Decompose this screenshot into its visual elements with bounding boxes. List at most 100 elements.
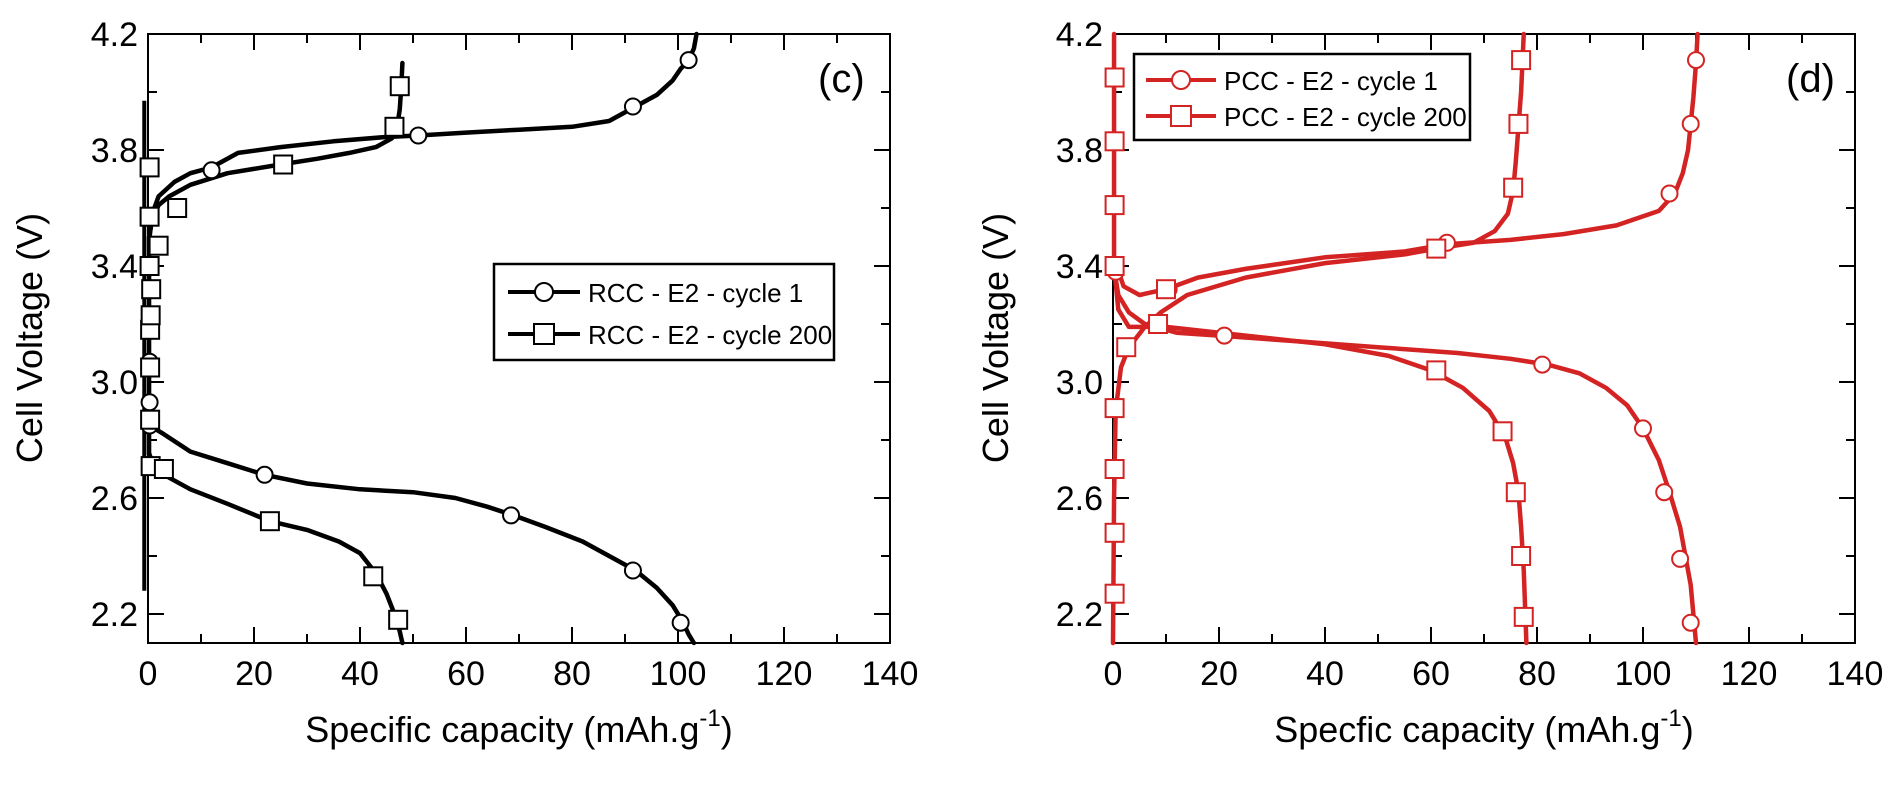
series-line-cycle1-d-0 (1112, 269, 1699, 646)
data-point-square-c (140, 409, 161, 430)
data-point-square-c (388, 609, 409, 630)
data-point-square-c (259, 511, 280, 532)
panel-label-d: (d) (1786, 57, 1835, 101)
x-axis-label-main-d: Specfic capacity (mAh.g (1274, 709, 1660, 750)
x-tick-label-c: 20 (235, 655, 273, 693)
data-point-circle-c (140, 393, 159, 412)
legend-marker-square-d (1170, 105, 1192, 127)
data-point-circle-c (623, 97, 642, 116)
data-point-square-c (140, 305, 161, 326)
x-tick-label-c: 140 (862, 655, 919, 693)
data-point-circle-d (1634, 419, 1652, 438)
data-point-square-d (1511, 50, 1532, 71)
x-tick-label-d: 100 (1615, 655, 1672, 693)
x-axis-label-end-c: ) (721, 709, 733, 750)
y-tick-label-c: 3.8 (91, 132, 138, 170)
x-tick-label-d: 20 (1200, 655, 1238, 693)
data-point-circle-c (671, 613, 690, 632)
x-axis-label-main-c: Specific capacity (mAh.g (305, 709, 699, 750)
x-tick-label-c: 100 (650, 655, 707, 693)
data-point-square-d (1508, 113, 1529, 134)
data-point-circle-d (1687, 51, 1705, 70)
x-tick-label-c: 120 (756, 655, 813, 693)
data-point-square-d (1104, 256, 1125, 276)
data-point-circle-c (679, 51, 698, 70)
data-point-square-d (1116, 337, 1137, 358)
legend-d: PCC - E2 - cycle 1 PCC - E2 - cycle 200 (1132, 52, 1472, 142)
y-tick-label-d: 2.6 (1056, 480, 1103, 518)
x-tick-label-c: 80 (553, 655, 591, 693)
data-point-square-c (148, 235, 169, 256)
data-point-circle-c (255, 465, 274, 484)
x-tick-label-c: 0 (139, 655, 158, 693)
data-point-square-d (1104, 131, 1125, 152)
y-tick-label-d: 2.2 (1056, 596, 1103, 634)
data-point-square-c (141, 279, 162, 300)
legend-c: RCC - E2 - cycle 1 RCC - E2 - cycle 200 (492, 262, 836, 362)
data-point-circle-c (502, 506, 521, 525)
data-point-circle-c (202, 161, 221, 180)
series-group-c (139, 31, 699, 646)
legend-label-cycle200-c: RCC - E2 - cycle 200 (588, 320, 832, 350)
tick-group-c: 0 20 40 60 80 100 120 140 2.2 2.6 3.0 3.4 3.8 4.2 (91, 16, 919, 693)
x-tick-label-d: 40 (1306, 655, 1344, 693)
x-tick-label-c: 60 (447, 655, 485, 693)
data-point-square-d (1426, 360, 1447, 381)
x-axis-label-sup-c: -1 (699, 705, 720, 732)
x-axis-label-sup-d: -1 (1660, 705, 1681, 732)
data-point-circle-c (409, 126, 428, 145)
data-point-circle-d (1660, 184, 1679, 203)
data-point-square-d (1505, 482, 1526, 503)
x-tick-label-c: 40 (341, 655, 379, 693)
y-axis-label-c: Cell Voltage (V) (9, 213, 50, 463)
legend-label-cycle1-c: RCC - E2 - cycle 1 (588, 278, 803, 308)
series-line-cycle200-c-1 (146, 60, 405, 457)
y-tick-label-c: 2.6 (91, 480, 138, 518)
data-point-square-d (1104, 398, 1125, 419)
data-point-square-d (1156, 279, 1176, 300)
series-line-cycle200-d-1 (1110, 31, 1526, 646)
data-point-square-d (1104, 522, 1125, 543)
legend-marker-circle-d (1171, 70, 1191, 90)
data-point-square-c (139, 206, 160, 227)
data-point-square-d (1104, 459, 1125, 479)
data-point-circle-c (623, 561, 642, 580)
data-point-square-c (273, 154, 294, 175)
x-tick-label-d: 140 (1827, 655, 1884, 693)
series-group-d (1104, 31, 1705, 646)
y-axis-label-d: Cell Voltage (V) (975, 213, 1016, 463)
y-tick-label-c: 2.2 (91, 596, 138, 634)
data-point-square-c (139, 256, 160, 276)
data-point-square-d (1104, 583, 1125, 604)
chart-panel-d: 0 20 40 60 80 100 120 140 2.2 2.6 3.0 3.4 3.8 4.2 (d)… (975, 16, 1883, 750)
legend-marker-square-c (533, 323, 555, 345)
y-tick-label-c: 3.0 (91, 364, 138, 402)
chart-panel-c: 0 20 40 60 80 100 120 140 2.2 2.6 3.0 3.4 3.8 4.2 (c)… (9, 16, 918, 750)
y-tick-label-d: 3.8 (1056, 132, 1103, 170)
data-point-square-c (140, 357, 161, 378)
series-line-cycle200-d-0 (1111, 31, 1529, 646)
data-point-circle-d (1533, 355, 1552, 374)
tick-group-d: 0 20 40 60 80 100 120 140 2.2 2.6 3.0 3.4 3.8 4.2 (1056, 16, 1884, 693)
data-point-square-d (1104, 67, 1125, 88)
x-tick-label-d: 80 (1518, 655, 1556, 693)
x-tick-label-d: 60 (1412, 655, 1450, 693)
data-point-circle-d (1655, 483, 1674, 502)
data-point-square-c (389, 76, 410, 97)
data-point-square-d (1511, 546, 1532, 566)
y-tick-label-c: 4.2 (91, 16, 138, 54)
series-line-cycle200-c-0 (147, 452, 405, 646)
data-point-circle-d (1681, 114, 1700, 133)
data-point-square-d (1148, 314, 1169, 334)
data-point-square-c (384, 116, 405, 137)
legend-label-cycle1-d: PCC - E2 - cycle 1 (1224, 66, 1438, 96)
y-tick-label-d: 3.0 (1056, 364, 1103, 402)
data-point-square-c (139, 157, 160, 178)
data-point-circle-d (1681, 613, 1700, 632)
data-point-square-c (153, 459, 174, 479)
data-point-square-d (1492, 421, 1513, 442)
y-tick-label-c: 3.4 (91, 248, 138, 286)
x-axis-label-c: Specific capacity (mAh.g-1) (305, 705, 733, 750)
data-point-circle-d (1215, 326, 1234, 345)
